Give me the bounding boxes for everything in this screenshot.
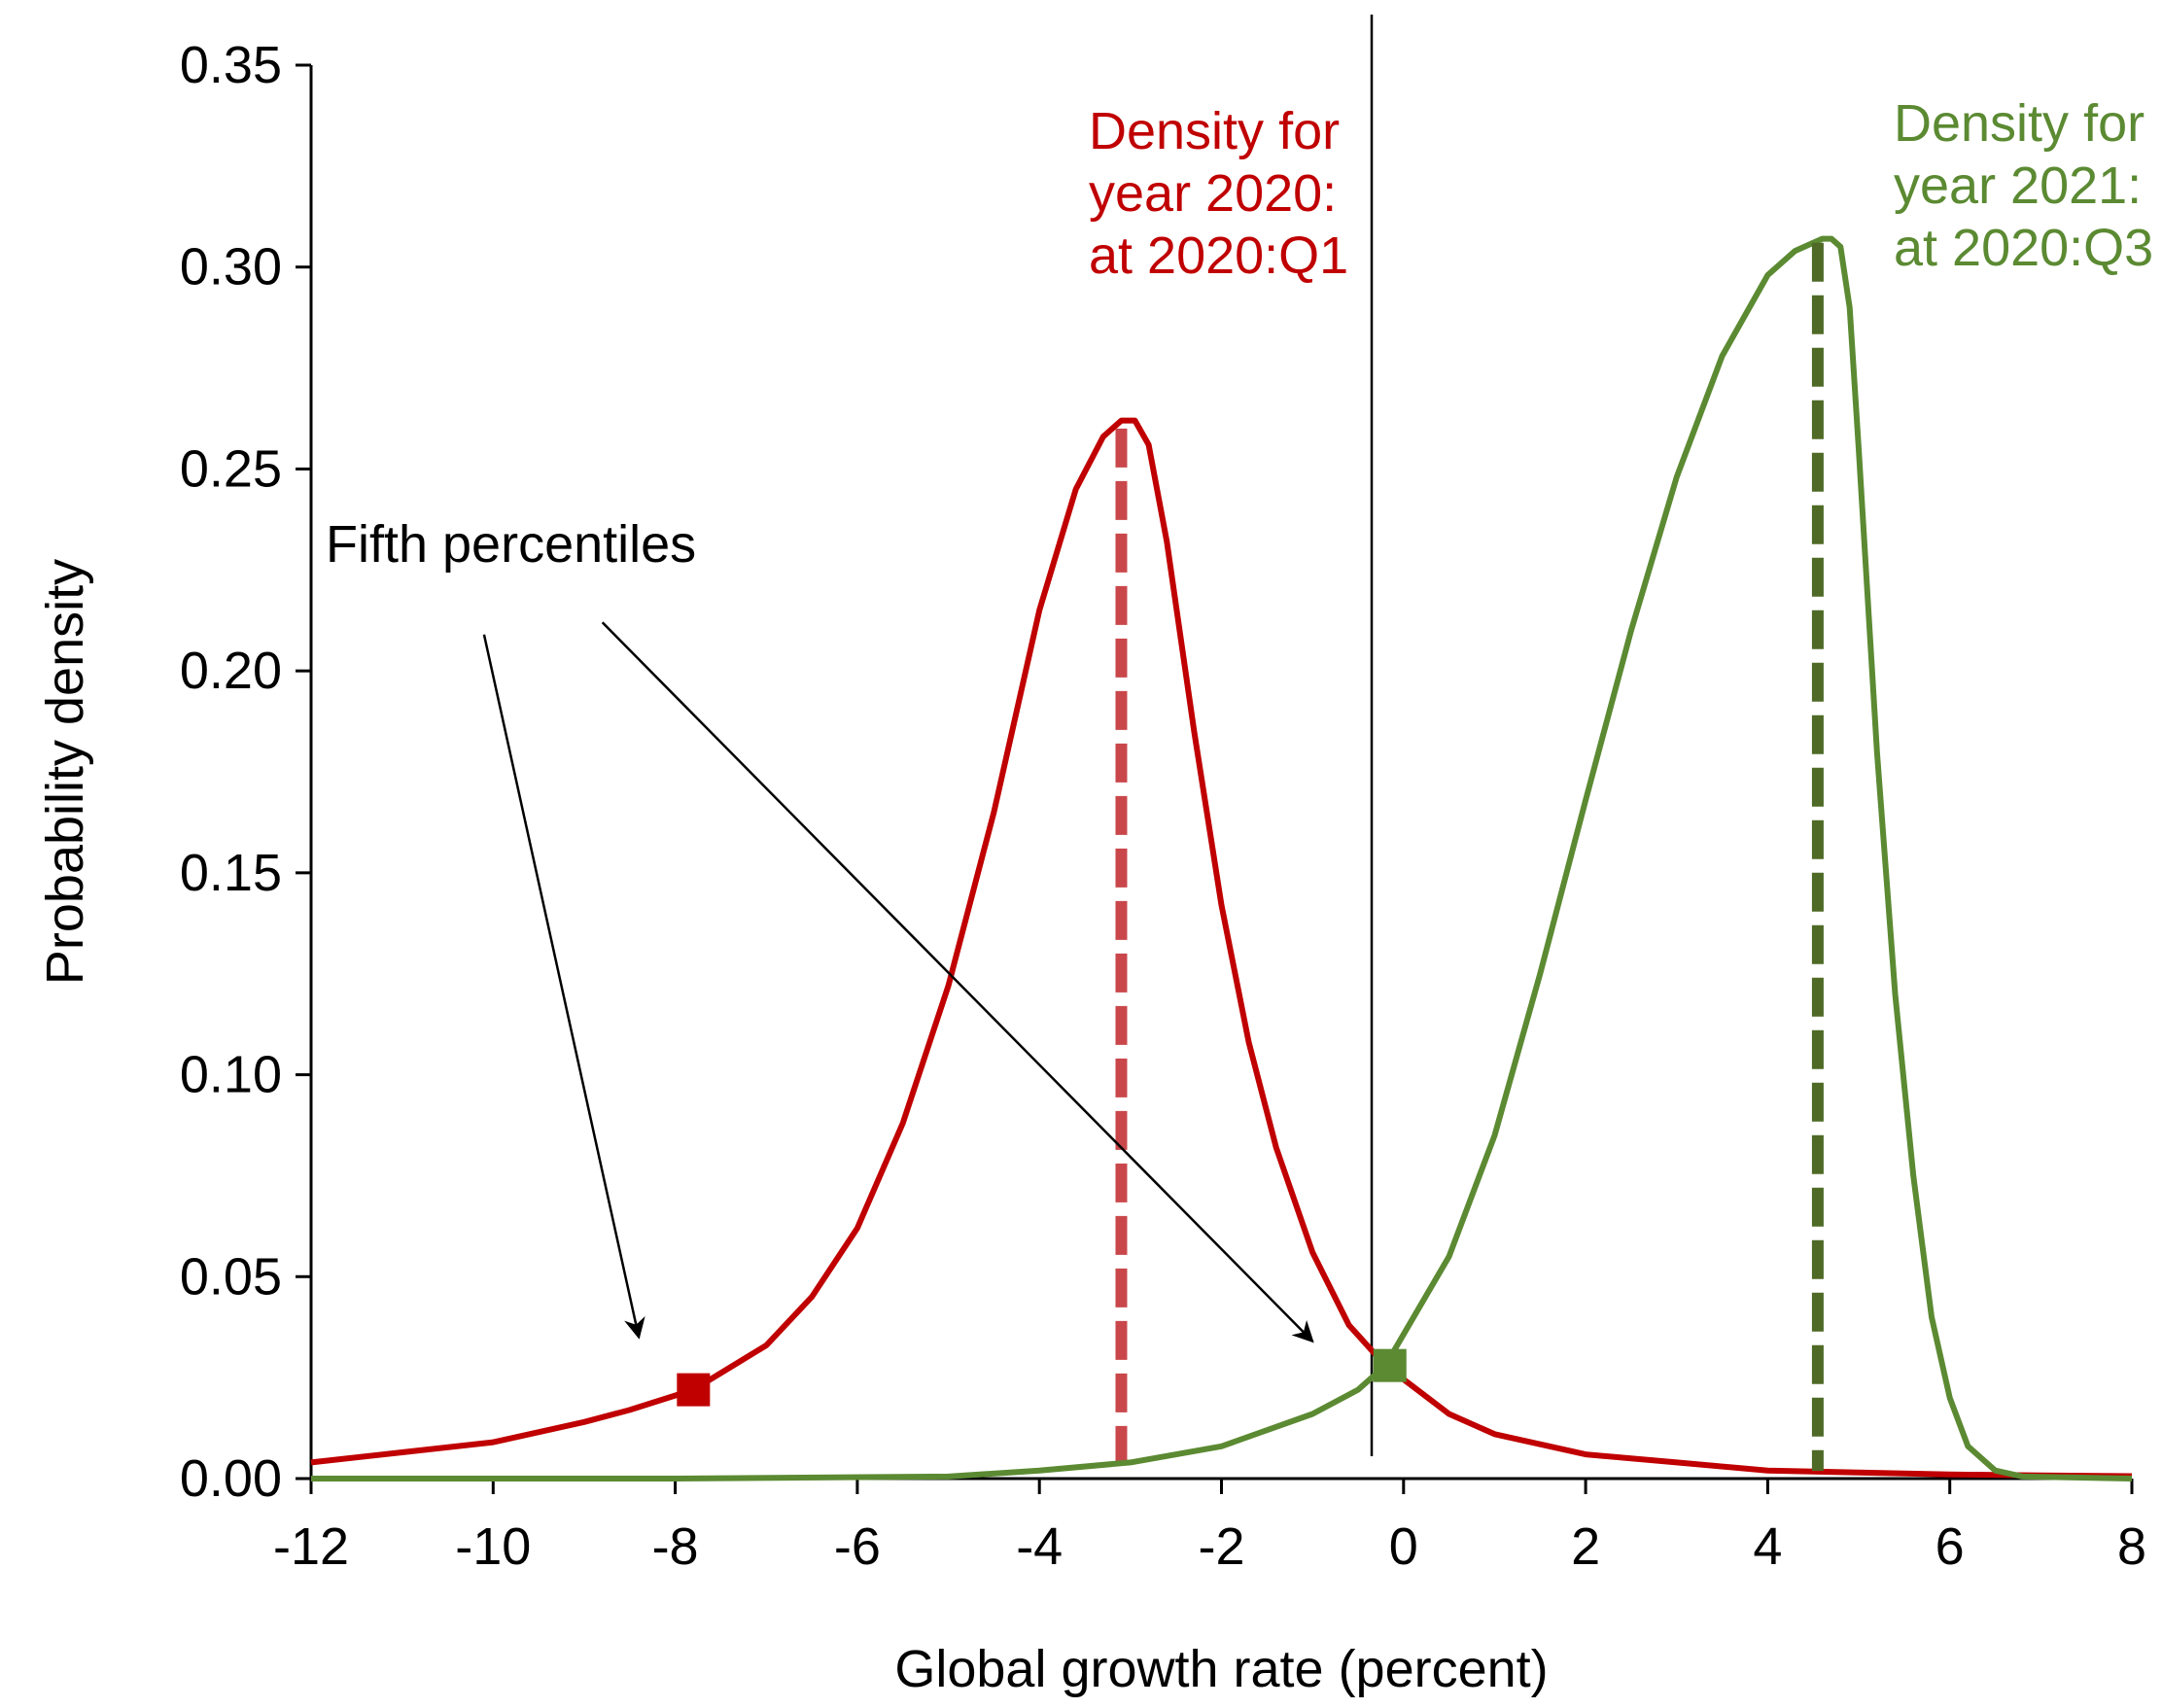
- y-tick-label: 0.00: [180, 1449, 282, 1508]
- y-axis-label: Probability density: [36, 559, 94, 985]
- x-tick-label: 0: [1389, 1517, 1418, 1576]
- x-tick-label: -2: [1198, 1517, 1244, 1576]
- annotation-arrow: [482, 634, 645, 1340]
- x-tick-label: -6: [834, 1517, 881, 1576]
- density-2020-label-line: year 2020:: [1089, 164, 1337, 223]
- y-tick-label: 0.30: [180, 238, 282, 296]
- y-tick-label: 0.20: [180, 642, 282, 700]
- plot-area: 0.00 0.05 0.10 0.15 0.20 0.25 0.30 0.35 -12 -10 -8…: [36, 15, 2153, 1698]
- x-tick-label: -12: [273, 1517, 349, 1576]
- density-2020-fifth-percentile-marker: [677, 1373, 711, 1407]
- density-2021-fifth-percentile-marker: [1373, 1348, 1407, 1382]
- y-tick-label: 0.15: [180, 844, 282, 902]
- x-tick-label: -8: [652, 1517, 699, 1576]
- density-2021-curve: [311, 235, 2133, 1481]
- annotation-fifth-percentiles: Fifth percentiles: [326, 515, 696, 574]
- x-tick-label: 6: [1935, 1517, 1965, 1576]
- density-2020-label-line: Density for: [1089, 102, 1340, 160]
- y-tick-label: 0.25: [180, 439, 282, 498]
- y-tick-label: 0.05: [180, 1247, 282, 1306]
- annotation-arrow: [601, 621, 1314, 1343]
- x-tick-label: 4: [1753, 1517, 1782, 1576]
- x-tick-label: 8: [2117, 1517, 2146, 1576]
- density-2021-label-line: year 2021:: [1894, 157, 2142, 215]
- density-2020-label-line: at 2020:Q1: [1089, 227, 1348, 285]
- x-axis-label: Global growth rate (percent): [894, 1640, 1548, 1698]
- x-tick-label: 2: [1571, 1517, 1600, 1576]
- y-tick-label: 0.35: [180, 36, 282, 94]
- y-tick-label: 0.10: [180, 1046, 282, 1104]
- x-tick-label: -10: [455, 1517, 531, 1576]
- density-2021-label-line: Density for: [1894, 94, 2145, 153]
- density-2020-curve: [310, 417, 2133, 1480]
- x-tick-label: -4: [1016, 1517, 1063, 1576]
- density-2021-label-line: at 2020:Q3: [1894, 219, 2153, 277]
